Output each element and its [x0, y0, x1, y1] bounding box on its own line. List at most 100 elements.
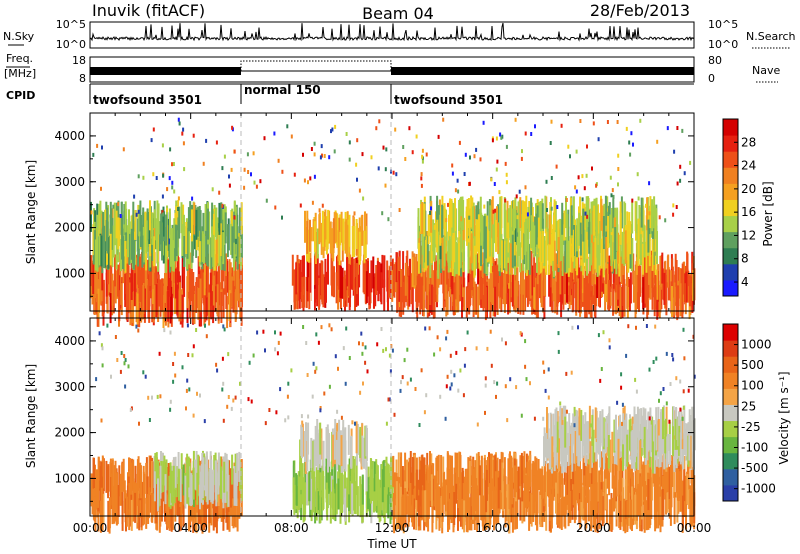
velocity-colorbar-segment: [723, 356, 738, 373]
velocity-data-cell: [693, 418, 696, 451]
velocity-data-cell: [649, 456, 652, 490]
velocity-data-cell: [602, 417, 605, 450]
velocity-data-sparse-cell: [342, 346, 345, 351]
power-data-cell: [453, 263, 456, 296]
velocity-data-cell: [325, 482, 328, 515]
velocity-colorbar-segment: [723, 340, 738, 357]
power-data-cell: [432, 219, 435, 252]
power-data-cell: [529, 265, 532, 297]
power-data-cell: [395, 252, 398, 283]
power-data-sparse-cell: [408, 126, 411, 131]
velocity-data-sparse-cell: [399, 388, 402, 393]
power-data-cell: [141, 235, 144, 268]
velocity-data-sparse-cell: [391, 348, 394, 353]
power-data-cell: [138, 271, 141, 302]
velocity-data-sparse-cell: [101, 363, 104, 368]
velocity-data-sparse-cell: [274, 347, 277, 352]
velocity-colorbar-segment: [723, 420, 738, 438]
velocity-data-cell: [202, 457, 205, 488]
power-data-cell: [168, 208, 171, 239]
velocity-data-cell: [203, 496, 206, 529]
power-data-sparse-cell: [611, 188, 614, 193]
power-data-cell: [640, 197, 643, 228]
power-data-cell: [219, 223, 222, 257]
power-data-cell: [455, 269, 458, 300]
velocity-data-cell: [215, 473, 218, 507]
power-colorbar-segment: [723, 183, 738, 200]
power-data-cell: [208, 292, 211, 326]
velocity-data-cell: [205, 495, 208, 527]
power-data-cell: [499, 233, 501, 266]
power-data-cell: [206, 266, 209, 298]
velocity-data-cell: [545, 433, 548, 464]
velocity-data-sparse-cell: [484, 383, 487, 388]
velocity-data-cell: [209, 487, 212, 518]
power-data-sparse-cell: [247, 170, 250, 174]
power-data-cell: [167, 290, 170, 322]
power-data-cell: [566, 214, 569, 248]
power-data-cell: [596, 266, 599, 298]
velocity-data-cell: [326, 424, 329, 457]
power-data-cell: [211, 226, 214, 258]
velocity-data-cell: [177, 468, 180, 501]
velocity-data-cell: [521, 491, 524, 524]
velocity-data-sparse-cell: [277, 340, 280, 345]
power-data-sparse-cell: [651, 212, 654, 217]
velocity-data-cell: [630, 464, 633, 496]
velocity-data-cell: [595, 482, 598, 514]
power-data-sparse-cell: [119, 214, 122, 218]
power-data-sparse-cell: [310, 147, 313, 151]
velocity-data-cell: [400, 452, 403, 486]
power-data-cell: [174, 268, 177, 299]
power-data-cell: [626, 211, 629, 244]
velocity-data-cell: [210, 460, 213, 491]
velocity-data-cell: [672, 426, 674, 457]
velocity-data-cell: [301, 427, 304, 459]
power-data-cell: [492, 283, 495, 317]
power-data-cell: [579, 222, 582, 256]
power-data-sparse-cell: [166, 187, 169, 192]
velocity-data-cell: [692, 420, 695, 454]
power-data-cell: [239, 278, 242, 310]
velocity-data-cell: [619, 491, 622, 523]
power-data-cell: [523, 201, 526, 234]
velocity-data-sparse-cell: [476, 422, 479, 427]
velocity-data-cell: [620, 495, 623, 527]
velocity-data-cell: [486, 495, 489, 528]
velocity-data-sparse-cell: [385, 421, 388, 426]
power-data-sparse-cell: [162, 173, 165, 178]
velocity-data-cell: [411, 494, 414, 527]
power-data-sparse-cell: [592, 121, 595, 126]
power-data-sparse-cell: [430, 206, 432, 211]
power-data-cell: [509, 227, 512, 260]
velocity-data-cell: [423, 457, 426, 491]
velocity-data-cell: [311, 440, 314, 474]
velocity-colorbar-tick-label: -25: [741, 420, 761, 434]
power-data-cell: [550, 255, 553, 288]
power-data-cell: [105, 265, 108, 297]
power-data-cell: [160, 213, 163, 245]
velocity-data-cell: [313, 460, 316, 492]
power-data-cell: [119, 273, 122, 305]
velocity-data-sparse-cell: [287, 415, 290, 420]
power-data-sparse-cell: [610, 193, 613, 198]
velocity-data-cell: [304, 431, 306, 462]
velocity-data-cell: [319, 472, 322, 504]
velocity-data-sparse-cell: [314, 369, 317, 374]
velocity-data-sparse-cell: [362, 381, 364, 386]
power-data-cell: [621, 251, 624, 282]
velocity-data-cell: [365, 487, 368, 518]
power-data-sparse-cell: [259, 179, 262, 184]
velocity-data-cell: [395, 498, 398, 530]
velocity-data-cell: [578, 461, 581, 494]
power-data-cell: [480, 233, 482, 267]
power-data-cell: [142, 226, 145, 260]
velocity-data-cell: [413, 477, 416, 509]
velocity-data-cell: [370, 491, 373, 524]
power-data-cell: [153, 209, 156, 241]
power-data-cell: [527, 215, 530, 246]
velocity-data-cell: [481, 495, 484, 527]
velocity-data-cell: [622, 439, 624, 471]
velocity-data-cell: [136, 473, 139, 506]
